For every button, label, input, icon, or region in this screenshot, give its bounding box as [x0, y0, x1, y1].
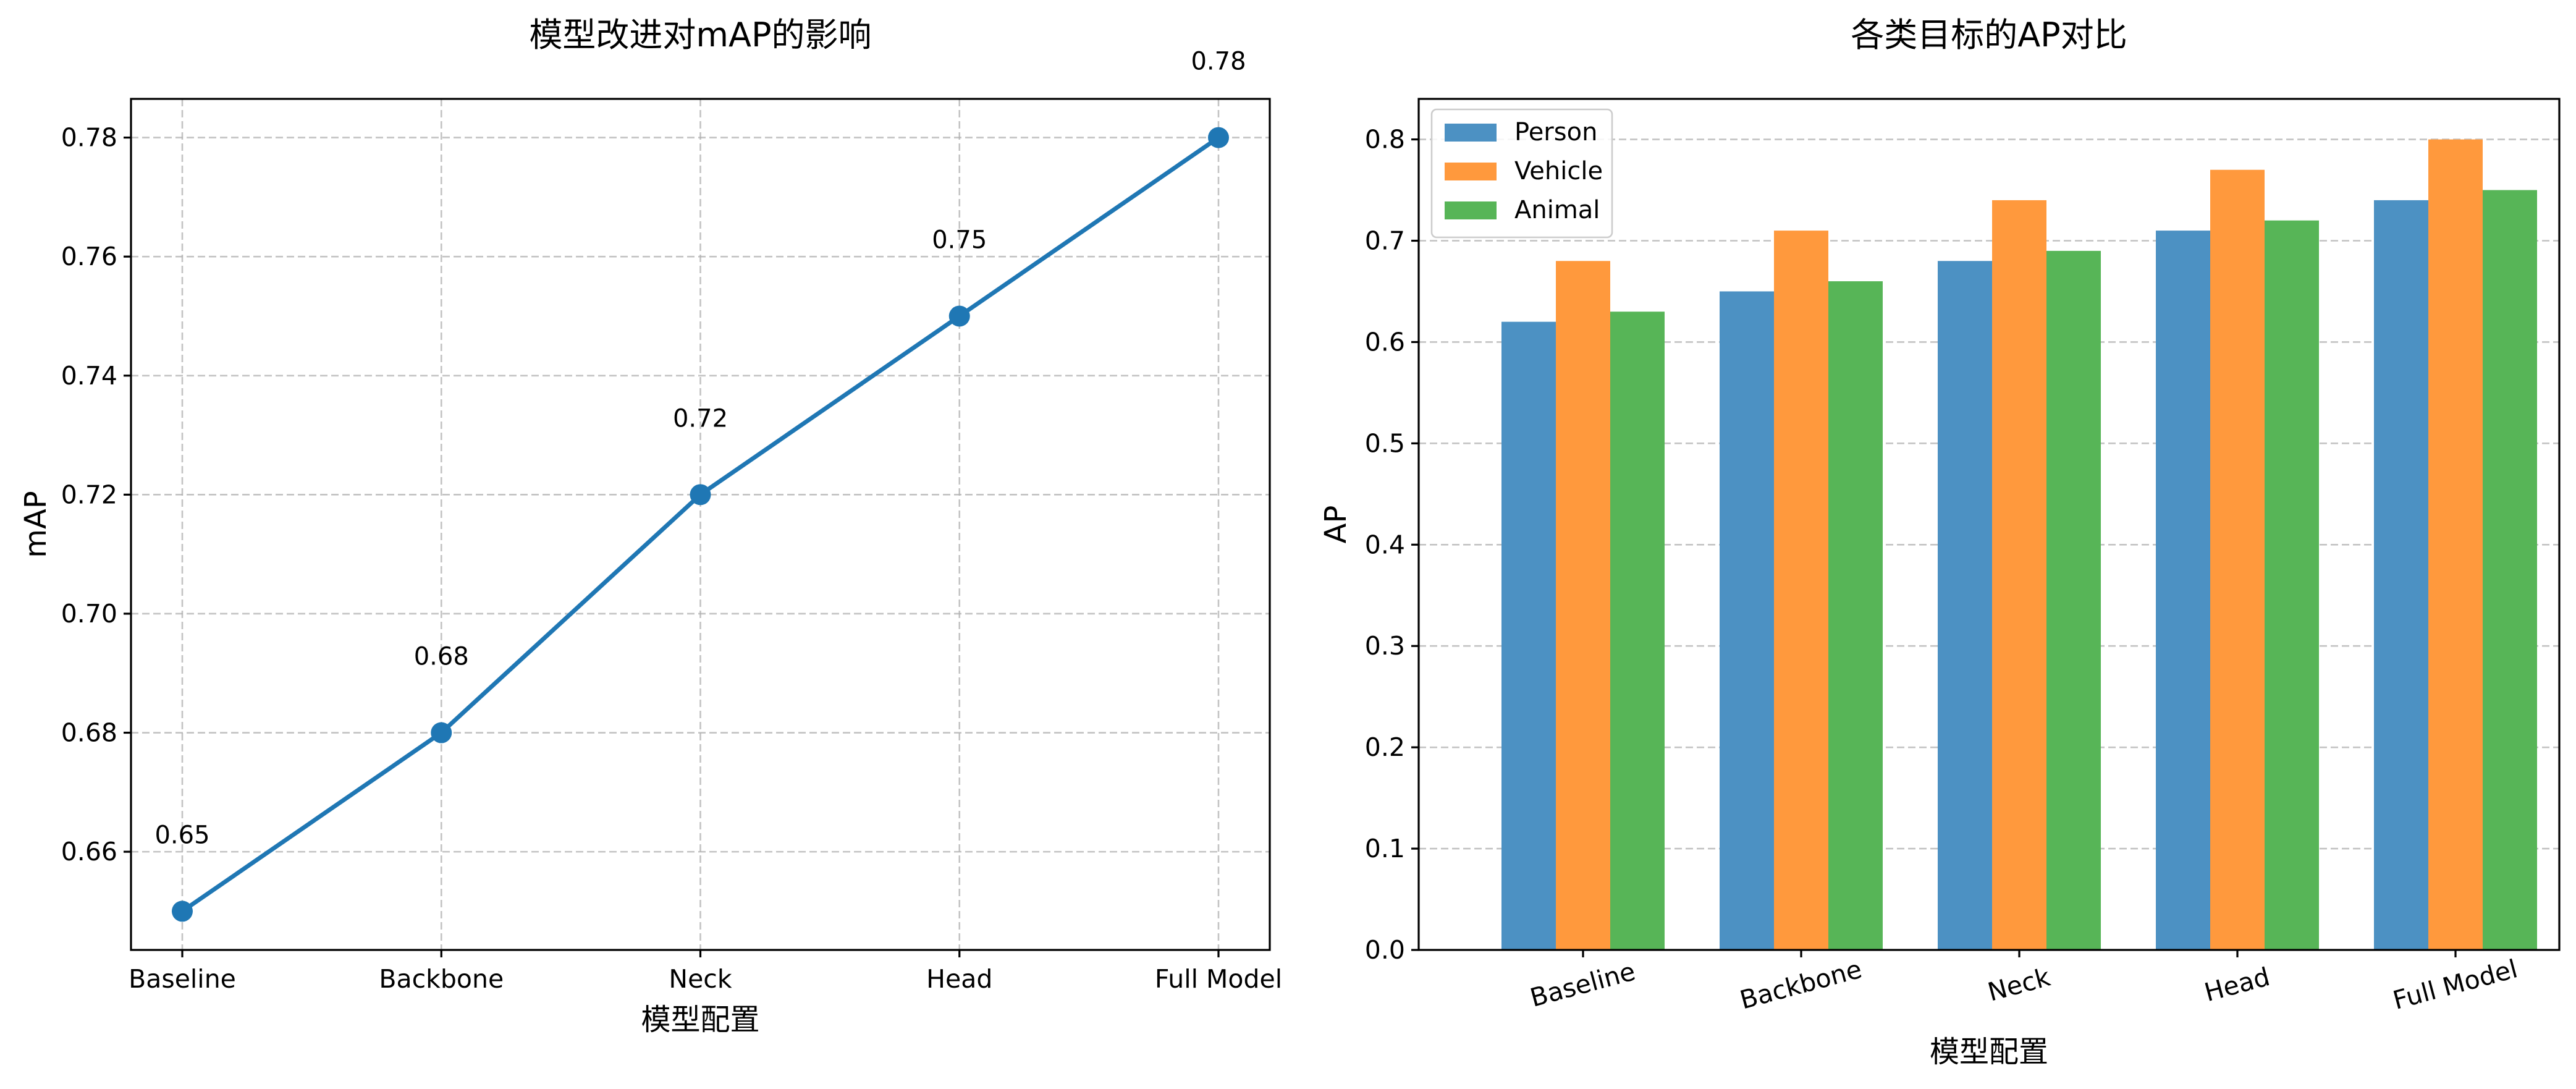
- line-chart-y-tick-label: 0.76: [61, 242, 117, 271]
- line-point: [948, 305, 970, 327]
- line-chart-x-tick-label: Full Model: [1155, 964, 1282, 994]
- bar-vehicle: [2428, 139, 2483, 951]
- bar-chart: 各类目标的AP对比 Baseline Backbone Neck Head Full M…: [1319, 15, 2561, 1069]
- bar-chart-axes-frame: [1417, 98, 2561, 951]
- bar-person: [2374, 200, 2428, 950]
- bar-animal: [2483, 190, 2537, 951]
- line-point: [690, 484, 711, 506]
- line-point-value-label: 0.72: [673, 404, 728, 433]
- line-point-value-label: 0.68: [414, 643, 469, 671]
- bar-animal: [2265, 220, 2319, 950]
- line-chart-y-tick-label: 0.70: [61, 599, 117, 629]
- bar-vehicle: [2210, 169, 2265, 950]
- line-chart-title: 模型改进对mAP的影响: [529, 15, 871, 54]
- line-chart-x-tick-label: Head: [926, 964, 992, 994]
- line-point-value-label: 0.75: [932, 226, 987, 254]
- bar-chart-y-axis-label: AP: [1319, 506, 1353, 544]
- line-chart-x-tick-label: Neck: [669, 964, 732, 994]
- bar-chart-y-tick-label: 0.6: [1365, 327, 1405, 357]
- line-point-value-label: 0.78: [1191, 48, 1246, 76]
- line-chart-x-tick-label: Baseline: [129, 964, 236, 994]
- bar-chart-y-tick-label: 0.2: [1365, 732, 1405, 762]
- line-chart-x-axis-label: 模型配置: [641, 1002, 759, 1037]
- bar-animal: [2046, 250, 2101, 951]
- line-point: [172, 900, 193, 922]
- bar-chart-legend: Person Vehicle Animal: [1430, 108, 1613, 239]
- bar-person: [1720, 291, 1774, 950]
- legend-label-vehicle: Vehicle: [1514, 157, 1603, 185]
- bar-chart-bars: [1501, 139, 2537, 951]
- bar-animal: [1610, 311, 1665, 950]
- line-chart-y-tick-label: 0.66: [61, 837, 117, 867]
- bar-chart-x-axis-label: 模型配置: [1930, 1035, 2048, 1069]
- legend-label-person: Person: [1514, 118, 1597, 146]
- line-chart: 模型改进对mAP的影响 0.65 0.68 0.72 0.75 0.78 Baselin…: [19, 15, 1282, 1037]
- bar-chart-y-tick-label: 0.3: [1365, 631, 1405, 661]
- line-chart-y-ticks: 0.66 0.68 0.70 0.72 0.74 0.76 0.78: [61, 123, 131, 867]
- bar-chart-y-ticks: 0.0 0.1 0.2 0.3 0.4 0.5 0.6 0.7 0.8: [1365, 125, 1419, 965]
- line-chart-x-tick-label: Backbone: [379, 964, 504, 994]
- legend-swatch-person: [1445, 124, 1497, 142]
- line-chart-marks: 0.65 0.68 0.72 0.75 0.78: [154, 48, 1246, 922]
- bar-chart-y-tick-label: 0.5: [1365, 428, 1405, 458]
- bar-animal: [1828, 281, 1883, 951]
- line-point: [431, 722, 452, 744]
- bar-chart-y-tick-label: 0.1: [1365, 834, 1405, 863]
- line-chart-y-tick-label: 0.68: [61, 718, 117, 748]
- legend-swatch-animal: [1445, 201, 1497, 219]
- bar-chart-y-tick-label: 0.4: [1365, 530, 1405, 559]
- legend-label-animal: Animal: [1514, 196, 1600, 224]
- bar-person: [1501, 321, 1556, 950]
- line-point-value-label: 0.65: [154, 821, 209, 849]
- bar-person: [1938, 261, 1992, 951]
- bar-chart-y-tick-label: 0.0: [1365, 935, 1405, 965]
- legend-swatch-vehicle: [1445, 163, 1497, 180]
- bar-chart-title: 各类目标的AP对比: [1851, 15, 2127, 54]
- bar-vehicle: [1556, 261, 1610, 951]
- bar-chart-y-tick-label: 0.8: [1365, 125, 1405, 155]
- line-chart-y-axis-label: mAP: [19, 491, 53, 558]
- line-chart-x-ticks: Baseline Backbone Neck Head Full Model: [129, 950, 1282, 994]
- line-chart-y-tick-label: 0.78: [61, 123, 117, 153]
- bar-chart-y-tick-label: 0.7: [1365, 226, 1405, 256]
- line-chart-y-tick-label: 0.72: [61, 480, 117, 509]
- bar-vehicle: [1992, 200, 2046, 950]
- bar-vehicle: [1774, 231, 1828, 950]
- bar-person: [2156, 231, 2210, 950]
- line-point: [1208, 127, 1229, 148]
- line-chart-y-tick-label: 0.74: [61, 361, 117, 391]
